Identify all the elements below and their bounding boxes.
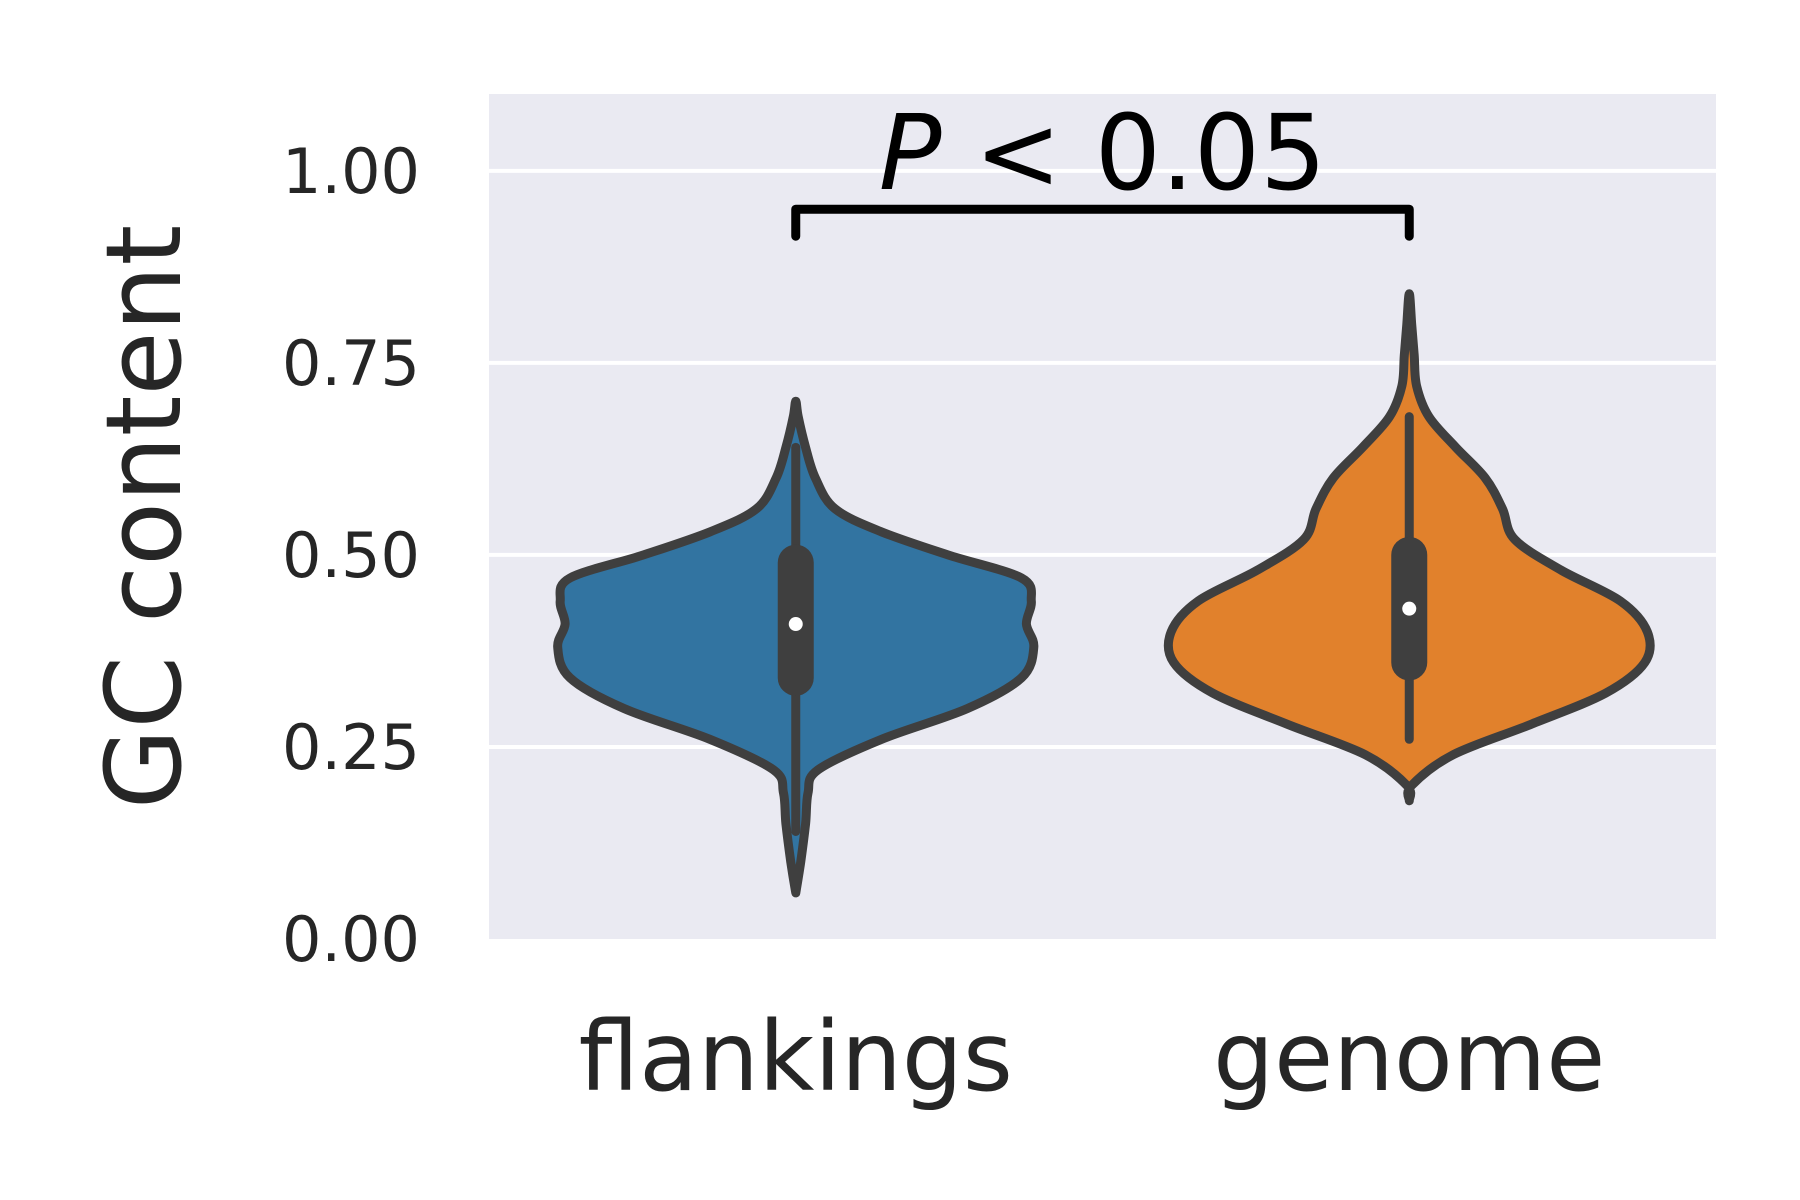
significance-label-p: P	[879, 92, 942, 214]
x-tick-label: flankings	[579, 1001, 1013, 1113]
y-tick-label: 0.75	[282, 327, 420, 400]
significance-label: P < 0.05	[879, 92, 1327, 214]
violin-genome	[1163, 289, 1655, 806]
y-tick-label: 0.25	[282, 711, 420, 784]
y-tick-label: 1.00	[282, 135, 420, 208]
y-axis-label: GC content	[83, 225, 205, 809]
y-tick-labels: 0.00 0.25 0.50 0.75 1.00	[282, 135, 420, 976]
y-tick-label: 0.00	[282, 903, 420, 976]
plot-background	[489, 94, 1716, 939]
significance-annotations: P < 0.05	[791, 92, 1414, 241]
violin-flankings	[553, 396, 1039, 898]
violin-median-dot	[788, 617, 803, 632]
y-tick-label: 0.50	[282, 519, 420, 592]
significance-bracket	[791, 204, 1414, 241]
violins	[553, 289, 1655, 898]
violin-median-dot	[1402, 601, 1417, 616]
x-tick-label: genome	[1213, 1001, 1605, 1113]
significance-label-value: < 0.05	[941, 92, 1326, 214]
x-tick-labels: flankings genome	[579, 1001, 1606, 1113]
